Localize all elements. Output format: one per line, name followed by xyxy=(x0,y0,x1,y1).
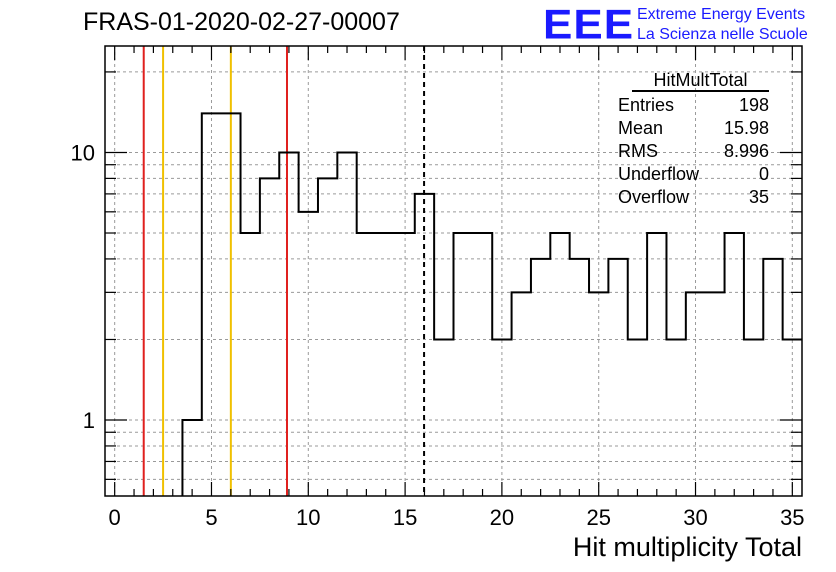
stats-rows: Entries 198 Mean 15.98 RMS 8.996 Underflow 0 Ove… xyxy=(612,94,777,209)
histogram-outline xyxy=(181,112,802,496)
plot-frame xyxy=(104,45,803,497)
logo-line-2: La Scienza nelle Scuole xyxy=(637,26,808,43)
marker-lines xyxy=(142,46,426,496)
x-tick-label: 35 xyxy=(780,505,804,530)
stat-row-underflow: Underflow 0 xyxy=(612,163,777,186)
stats-box: HitMultTotal Entries 198 Mean 15.98 RMS 8.996… xyxy=(612,70,777,209)
stat-value: 8.996 xyxy=(723,141,769,161)
eee-logo: EEE xyxy=(543,1,635,48)
stat-label: Mean xyxy=(618,118,664,138)
stat-label: Underflow xyxy=(618,164,700,184)
stat-label: Entries xyxy=(618,95,675,115)
y-tick-label: 10 xyxy=(71,140,95,165)
stat-row-mean: Mean 15.98 xyxy=(612,117,777,140)
x-tick-label: 15 xyxy=(393,505,417,530)
stat-label: Overflow xyxy=(618,187,690,207)
y-tick-label: 1 xyxy=(83,408,95,433)
tick-labels: 0 5 10 15 20 25 30 35 1 10 xyxy=(71,140,805,530)
x-tick-label: 0 xyxy=(109,505,121,530)
histogram-bins xyxy=(181,112,802,496)
logo-line-1: Extreme Energy Events xyxy=(637,6,806,23)
stats-title: HitMultTotal xyxy=(632,70,769,92)
x-tick-label: 30 xyxy=(683,505,707,530)
stat-value: 198 xyxy=(738,95,769,115)
axis-ticks xyxy=(105,46,802,496)
stat-row-entries: Entries 198 xyxy=(612,94,777,117)
stat-value: 35 xyxy=(748,187,769,207)
stat-value: 15.98 xyxy=(723,118,769,138)
x-axis-label: Hit multiplicity Total xyxy=(572,532,802,562)
chart-title: FRAS-01-2020-02-27-00007 xyxy=(83,8,400,36)
x-tick-label: 20 xyxy=(490,505,514,530)
x-tick-label: 25 xyxy=(586,505,610,530)
x-tick-label: 10 xyxy=(296,505,320,530)
stat-label: RMS xyxy=(618,141,658,161)
x-tick-label: 5 xyxy=(205,505,217,530)
stat-row-overflow: Overflow 35 xyxy=(612,186,777,209)
stat-value: 0 xyxy=(758,164,769,184)
stat-row-rms: RMS 8.996 xyxy=(612,140,777,163)
